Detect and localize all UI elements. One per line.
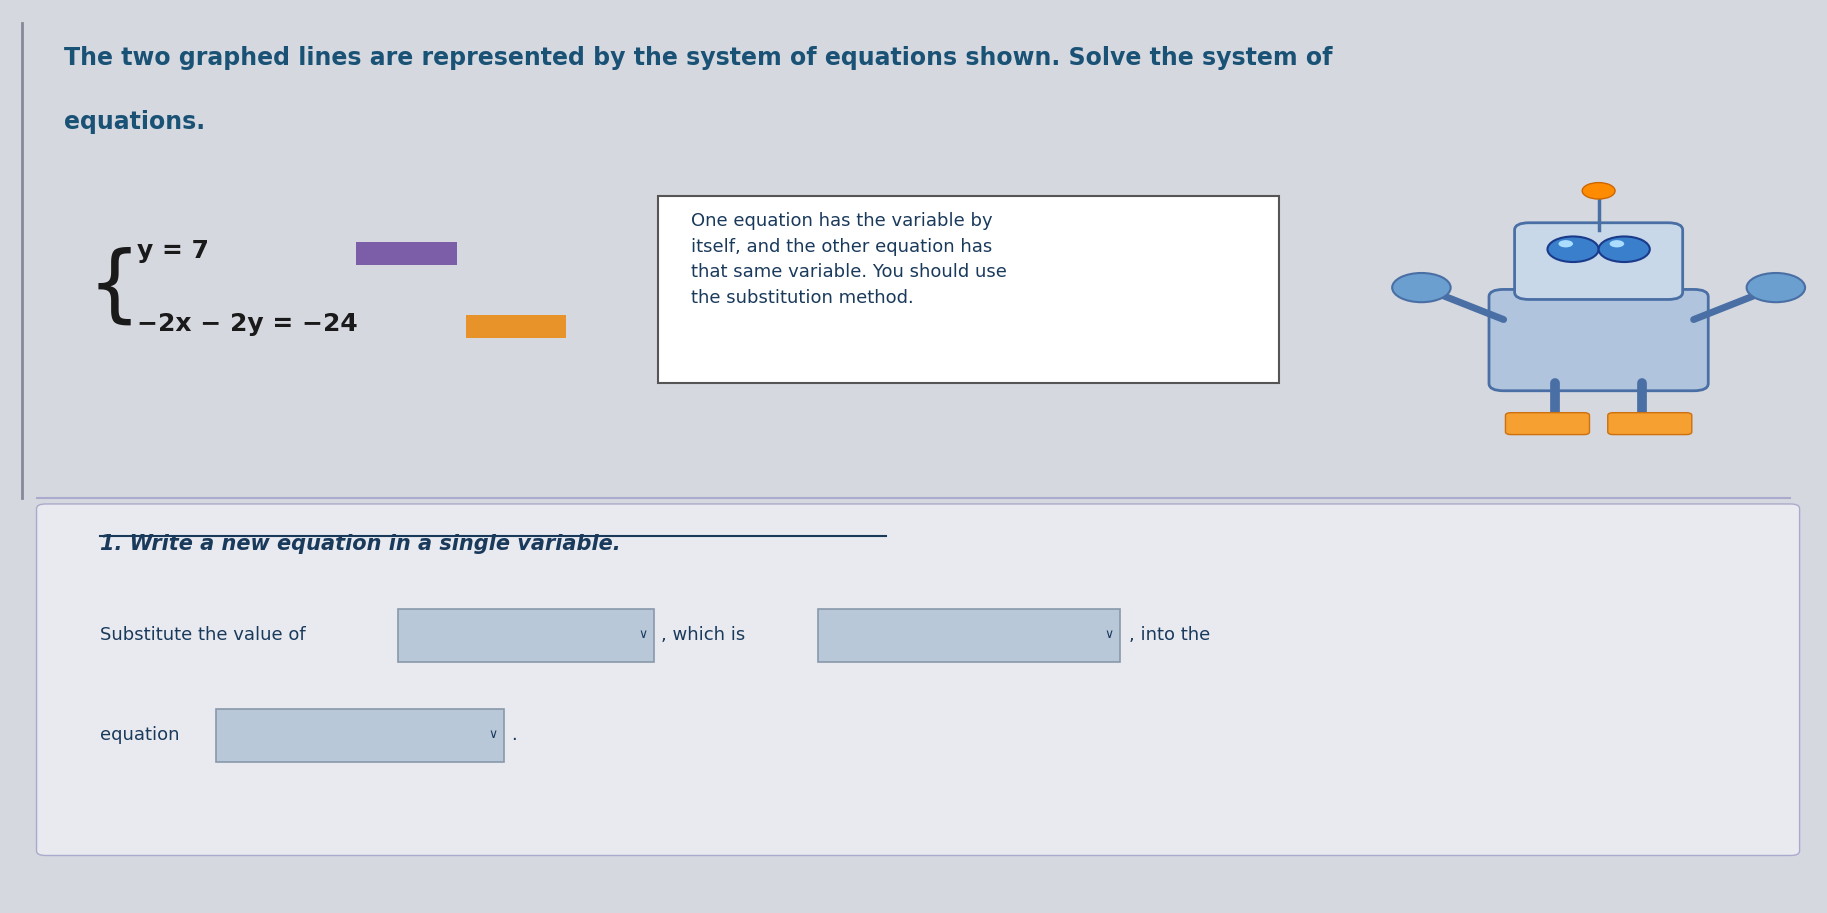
FancyBboxPatch shape (398, 609, 654, 662)
FancyBboxPatch shape (216, 709, 504, 762)
FancyBboxPatch shape (356, 242, 457, 265)
Text: −2x − 2y = −24: −2x − 2y = −24 (137, 312, 358, 336)
FancyBboxPatch shape (1505, 413, 1589, 435)
Circle shape (1747, 273, 1805, 302)
FancyBboxPatch shape (37, 504, 1800, 855)
Text: ∨: ∨ (639, 628, 647, 641)
FancyBboxPatch shape (466, 315, 566, 338)
Circle shape (1610, 240, 1624, 247)
Text: , which is: , which is (661, 625, 745, 644)
Text: , into the: , into the (1129, 625, 1209, 644)
Text: {: { (88, 247, 141, 328)
Text: ∨: ∨ (490, 729, 497, 741)
FancyBboxPatch shape (1515, 223, 1683, 299)
Text: One equation has the variable by
itself, and the other equation has
that same va: One equation has the variable by itself,… (691, 212, 1007, 307)
Text: equation: equation (100, 726, 181, 744)
Circle shape (1582, 183, 1615, 199)
Text: Substitute the value of: Substitute the value of (100, 625, 307, 644)
Text: 1. Write a new equation in a single variable.: 1. Write a new equation in a single vari… (100, 534, 621, 554)
Circle shape (1547, 236, 1599, 262)
FancyBboxPatch shape (818, 609, 1120, 662)
Text: y = 7: y = 7 (137, 239, 208, 263)
FancyBboxPatch shape (658, 196, 1279, 383)
Circle shape (1599, 236, 1650, 262)
FancyBboxPatch shape (1608, 413, 1692, 435)
Text: ∨: ∨ (1105, 628, 1113, 641)
Text: equations.: equations. (64, 110, 205, 133)
FancyBboxPatch shape (1489, 289, 1708, 391)
Circle shape (1392, 273, 1451, 302)
Text: .: . (512, 726, 517, 744)
Text: The two graphed lines are represented by the system of equations shown. Solve th: The two graphed lines are represented by… (64, 46, 1332, 69)
Circle shape (1558, 240, 1573, 247)
